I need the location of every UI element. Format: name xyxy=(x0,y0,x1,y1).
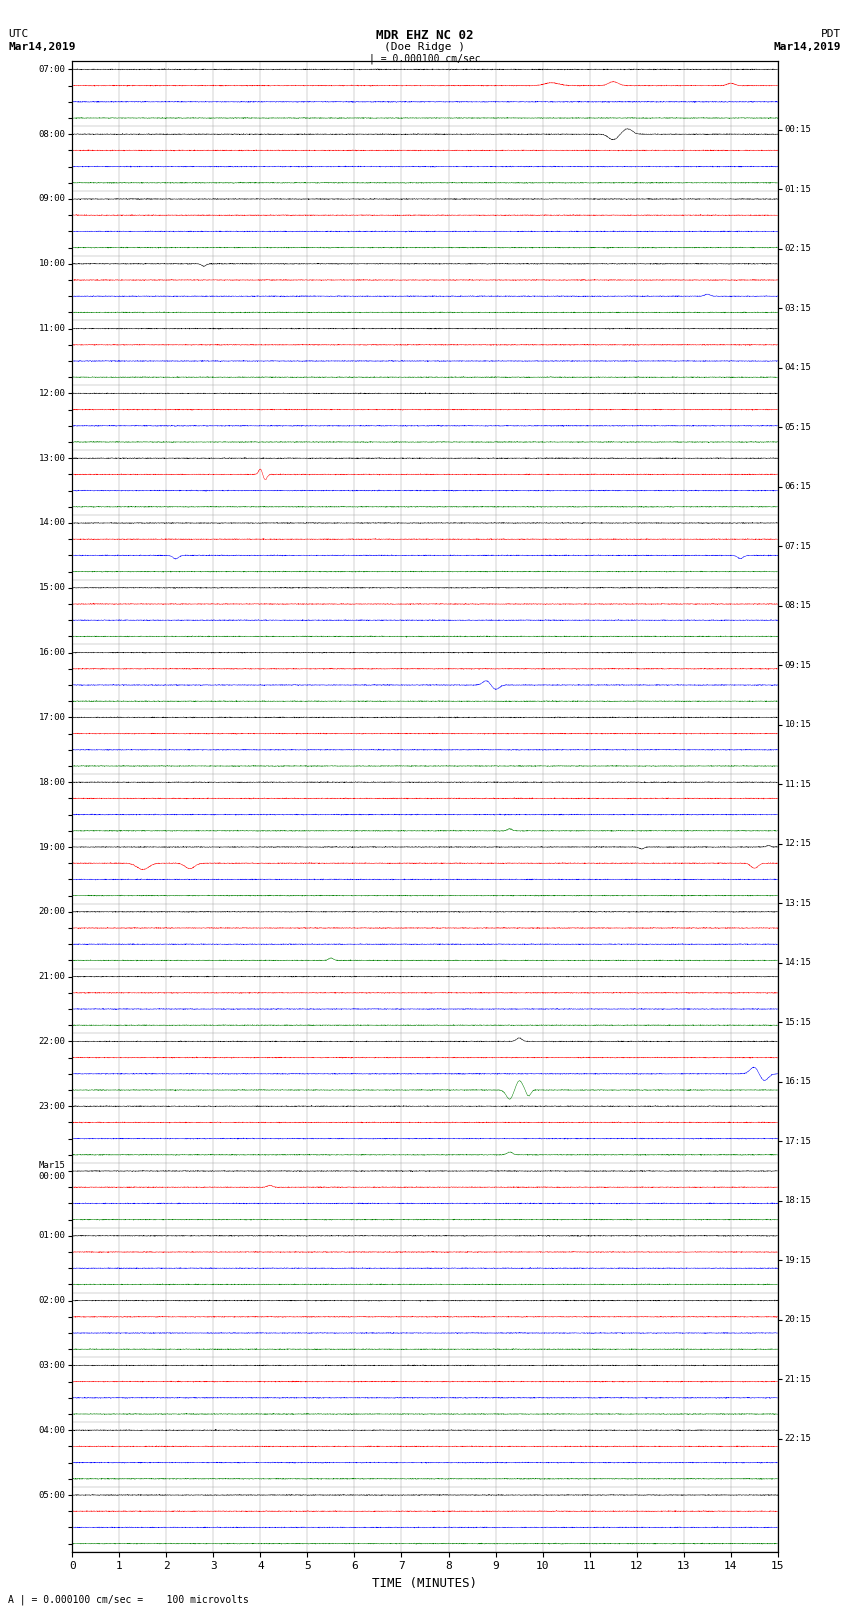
X-axis label: TIME (MINUTES): TIME (MINUTES) xyxy=(372,1578,478,1590)
Text: Mar14,2019: Mar14,2019 xyxy=(774,42,842,52)
Text: UTC: UTC xyxy=(8,29,29,39)
Text: (Doe Ridge ): (Doe Ridge ) xyxy=(384,42,466,52)
Text: | = 0.000100 cm/sec: | = 0.000100 cm/sec xyxy=(369,53,481,65)
Text: Mar14,2019: Mar14,2019 xyxy=(8,42,76,52)
Text: MDR EHZ NC 02: MDR EHZ NC 02 xyxy=(377,29,473,42)
Text: PDT: PDT xyxy=(821,29,842,39)
Text: A | = 0.000100 cm/sec =    100 microvolts: A | = 0.000100 cm/sec = 100 microvolts xyxy=(8,1594,249,1605)
